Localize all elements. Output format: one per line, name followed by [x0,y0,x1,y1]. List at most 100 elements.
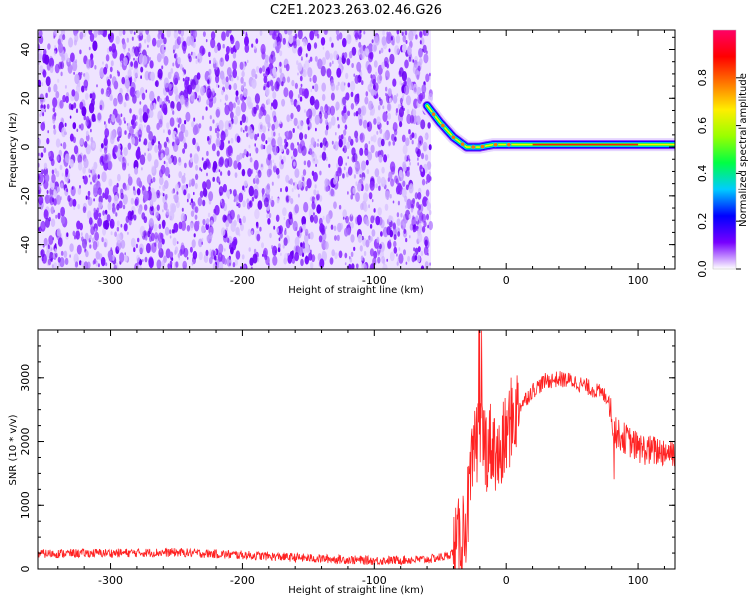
noise-blob [53,124,56,130]
noise-blob [420,152,425,160]
noise-blob [336,34,340,41]
noise-blob [375,215,381,226]
noise-blob [90,181,92,185]
noise-blob [335,84,339,91]
snr-y-tick-label: 2000 [19,428,32,456]
noise-blob [304,233,309,243]
noise-blob [47,244,51,250]
noise-blob [83,103,86,107]
noise-blob [379,50,381,55]
noise-blob [117,126,122,137]
noise-blob [66,232,69,237]
noise-blob [211,98,213,102]
noise-blob [421,168,423,172]
noise-blob [257,169,262,178]
noise-blob [297,30,303,40]
noise-blob [357,182,362,192]
noise-blob [283,216,286,221]
noise-blob [141,212,146,220]
noise-blob [205,222,209,231]
noise-blob [109,74,112,79]
noise-blob [334,235,337,241]
noise-blob [348,135,352,143]
noise-blob [115,212,118,217]
noise-blob [149,102,155,111]
noise-blob [51,173,56,184]
noise-blob [254,93,260,104]
noise-blob [297,193,300,198]
snr-x-tick-label: -300 [98,574,123,587]
noise-blob [362,257,365,262]
noise-blob [425,189,430,197]
noise-blob [426,173,431,183]
noise-blob [279,120,282,125]
noise-blob [386,33,392,44]
noise-blob [131,36,134,41]
noise-blob [94,228,97,233]
noise-blob [350,80,356,92]
noise-blob [361,80,364,85]
noise-blob [67,63,73,74]
noise-blob [408,129,411,135]
noise-blob [83,115,87,121]
noise-blob [263,86,266,91]
noise-blob [348,263,352,269]
noise-blob [178,171,182,179]
noise-blob [302,91,305,97]
noise-blob [38,189,41,195]
noise-blob [241,95,245,103]
noise-blob [195,164,199,171]
noise-blob [123,102,127,108]
noise-blob [167,71,172,80]
noise-blob [169,210,175,221]
noise-blob [277,136,283,147]
noise-blob [158,141,160,145]
noise-blob [217,177,220,183]
noise-blob [163,141,167,148]
noise-blob [236,76,239,81]
noise-blob [293,148,298,158]
noise-blob [255,178,260,185]
noise-blob [353,112,356,117]
noise-blob [228,123,231,128]
noise-blob [161,51,165,59]
noise-blob [344,227,349,237]
noise-blob [193,191,195,196]
noise-blob [50,158,55,167]
noise-blob [311,108,316,117]
noise-blob [145,243,151,254]
noise-blob [91,168,96,177]
noise-blob [261,65,266,73]
noise-blob [214,204,220,216]
noise-blob [242,30,245,35]
noise-blob [406,109,410,115]
noise-blob [184,162,187,169]
noise-blob [251,78,257,89]
noise-blob [261,144,264,149]
noise-blob [302,169,307,176]
noise-blob [92,142,95,149]
noise-blob [134,198,139,206]
noise-blob [190,157,193,163]
noise-blob [329,105,335,116]
noise-blob [225,161,227,165]
noise-blob [176,241,179,245]
noise-blob [392,122,398,132]
spectrogram-x-tick-label: -300 [98,274,123,287]
noise-blob [72,122,77,130]
noise-blob [290,142,295,151]
noise-blob [207,212,211,218]
noise-blob [187,84,193,95]
noise-blob [389,239,391,243]
noise-blob [423,246,429,256]
noise-blob [178,30,182,35]
noise-blob [184,129,189,138]
noise-blob [88,30,93,35]
noise-blob [77,154,83,164]
noise-blob [46,137,50,145]
noise-blob [426,199,430,206]
noise-blob [149,182,151,187]
noise-blob [38,227,41,232]
noise-blob [269,198,272,204]
